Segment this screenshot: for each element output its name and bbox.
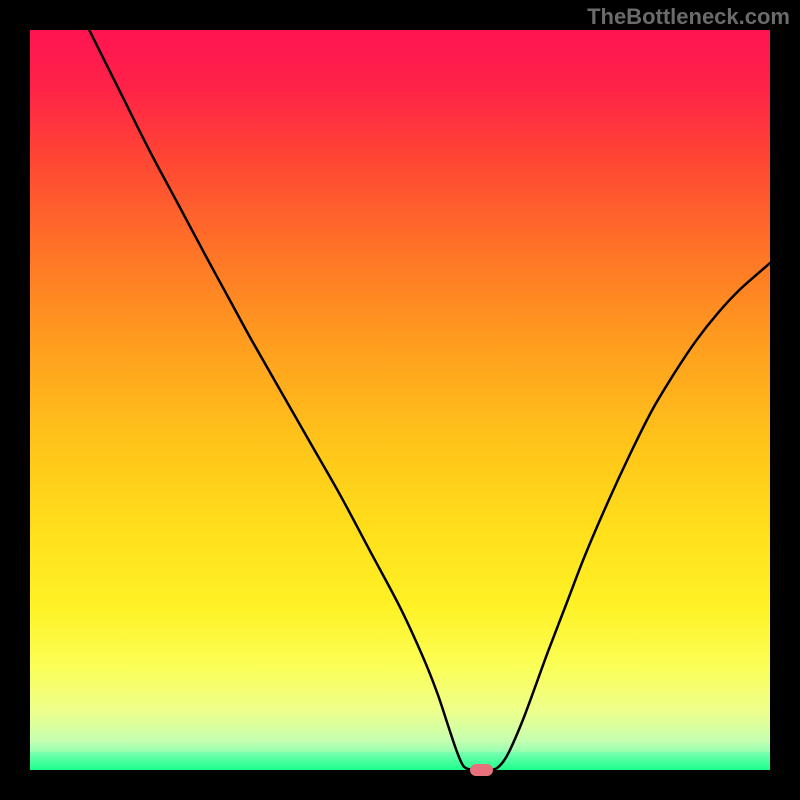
optimal-marker xyxy=(470,764,494,776)
border-bottom xyxy=(0,770,800,800)
curve-path xyxy=(89,30,770,770)
bottleneck-chart: TheBottleneck.com xyxy=(0,0,800,800)
plot-area xyxy=(30,30,770,770)
bottleneck-curve xyxy=(30,30,770,770)
border-left xyxy=(0,0,30,800)
border-right xyxy=(770,0,800,800)
watermark-text: TheBottleneck.com xyxy=(587,4,790,30)
